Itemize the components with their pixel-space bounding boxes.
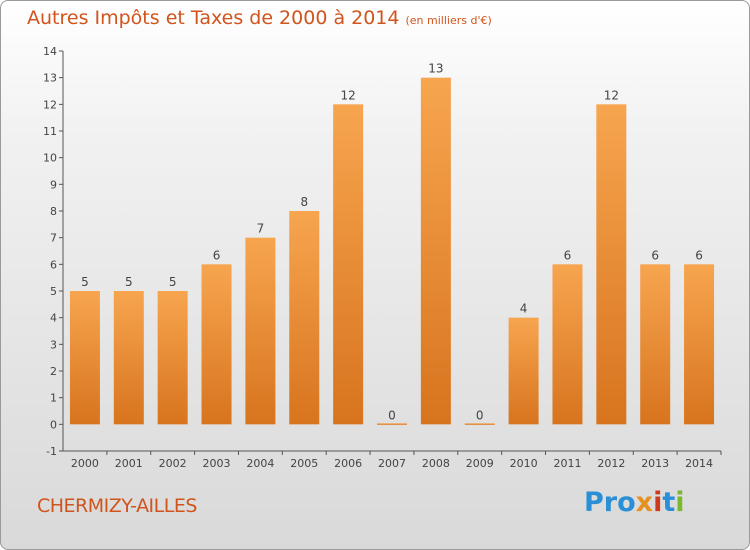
bar-value-label: 6: [564, 248, 572, 262]
bar-value-label: 0: [388, 408, 396, 422]
logo-part: x: [635, 487, 654, 518]
y-tick-label: -1: [46, 445, 57, 458]
y-tick-label: 11: [43, 125, 57, 138]
logo-part: t: [662, 487, 676, 518]
bar-value-label: 0: [476, 408, 484, 422]
chart-bars: [69, 77, 715, 425]
bar-value-label: 12: [604, 88, 619, 102]
y-tick-label: 3: [50, 338, 57, 351]
bar: [464, 423, 495, 425]
bar-value-label: 5: [125, 275, 133, 289]
bar: [684, 264, 715, 425]
y-tick-label: 7: [50, 232, 57, 245]
bar: [113, 291, 144, 425]
bar: [289, 211, 320, 425]
proxiti-logo: Proxiti: [584, 487, 685, 518]
bar-value-label: 7: [257, 222, 265, 236]
bar-value-label: 4: [520, 302, 528, 316]
bar-value-label: 8: [300, 195, 308, 209]
bar: [552, 264, 583, 425]
x-tick-label: 2014: [685, 457, 713, 470]
bar-value-label: 6: [651, 248, 659, 262]
bar: [508, 317, 539, 425]
y-tick-label: 2: [50, 365, 57, 378]
x-tick-label: 2013: [641, 457, 669, 470]
x-tick-label: 2004: [246, 457, 274, 470]
y-tick-label: 14: [43, 45, 57, 58]
bar-value-label: 5: [169, 275, 177, 289]
y-tick-label: 0: [50, 418, 57, 431]
logo-part: Pro: [584, 487, 636, 518]
y-tick-label: 4: [50, 312, 57, 325]
x-tick-label: 2003: [203, 457, 231, 470]
x-tick-label: 2009: [466, 457, 494, 470]
x-tick-label: 2012: [597, 457, 625, 470]
bar-value-label: 6: [213, 248, 221, 262]
y-tick-label: 6: [50, 258, 57, 271]
bar: [640, 264, 671, 425]
bar: [245, 237, 276, 425]
y-tick-label: 9: [50, 178, 57, 191]
commune-name: CHERMIZY-AILLES: [37, 495, 197, 517]
chart-unit: (en milliers d'€): [405, 14, 492, 27]
logo-part: i: [675, 487, 685, 518]
bar-value-label: 6: [695, 248, 703, 262]
bar: [377, 423, 407, 425]
bar-value-label: 12: [340, 88, 355, 102]
chart-title: Autres Impôts et Taxes de 2000 à 2014 (en…: [27, 7, 492, 29]
bar: [69, 291, 100, 425]
chart-title-text: Autres Impôts et Taxes de 2000 à 2014: [27, 7, 400, 29]
bar-value-label: 13: [428, 62, 443, 76]
chart-value-labels: 5 5 5 6 7 8 12 0 13 0 4 6 12 6 6: [81, 62, 703, 423]
y-tick-label: 8: [50, 205, 57, 218]
x-tick-label: 2006: [334, 457, 362, 470]
bar: [596, 104, 627, 425]
y-tick-label: 12: [43, 98, 57, 111]
x-tick-label: 2002: [159, 457, 187, 470]
bar: [333, 104, 364, 425]
x-tick-label: 2005: [290, 457, 318, 470]
y-tick-label: 1: [50, 392, 57, 405]
bar-value-label: 5: [81, 275, 89, 289]
x-tick-label: 2000: [71, 457, 99, 470]
x-tick-label: 2007: [378, 457, 406, 470]
bar: [420, 77, 451, 425]
x-tick-label: 2010: [510, 457, 538, 470]
y-tick-label: 5: [50, 285, 57, 298]
y-tick-label: 13: [43, 72, 57, 85]
y-tick-label: 10: [43, 152, 57, 165]
bar: [201, 264, 232, 425]
x-tick-label: 2008: [422, 457, 450, 470]
x-tick-label: 2011: [553, 457, 581, 470]
logo-part: i: [653, 487, 663, 518]
bar: [157, 291, 188, 425]
x-tick-label: 2001: [115, 457, 143, 470]
